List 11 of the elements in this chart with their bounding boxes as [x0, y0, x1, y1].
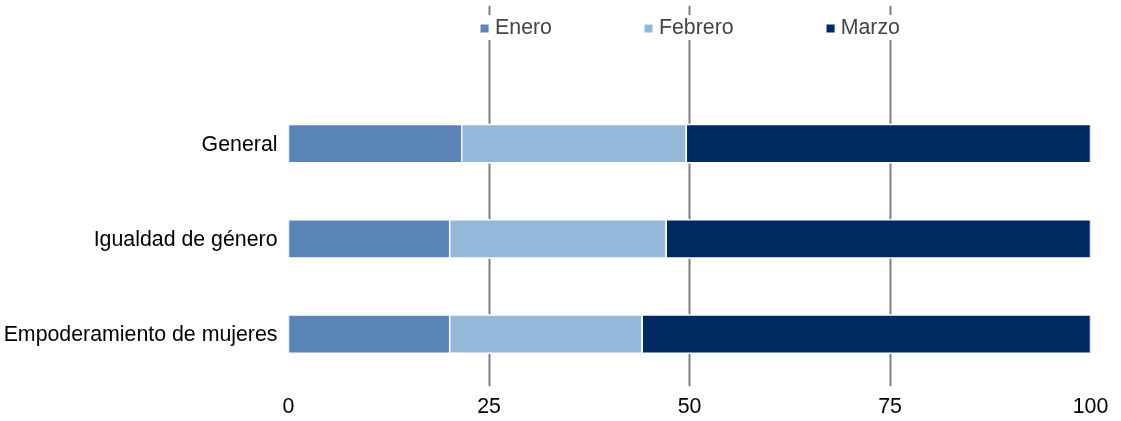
legend-label: Enero [495, 15, 552, 40]
y-tick-label: General [201, 131, 278, 156]
x-tick-label: 100 [1072, 393, 1109, 418]
x-tick-label: 50 [677, 393, 702, 418]
legend-label: Marzo [840, 15, 900, 40]
x-tick-label: 0 [282, 393, 295, 418]
legend-label: Febrero [658, 15, 734, 40]
x-tick-label: 75 [878, 393, 902, 418]
x-tick-label: 25 [477, 393, 501, 418]
y-tick-label: Empoderamiento de mujeres [3, 322, 278, 347]
y-tick-label: Igualdad de género [93, 226, 278, 251]
